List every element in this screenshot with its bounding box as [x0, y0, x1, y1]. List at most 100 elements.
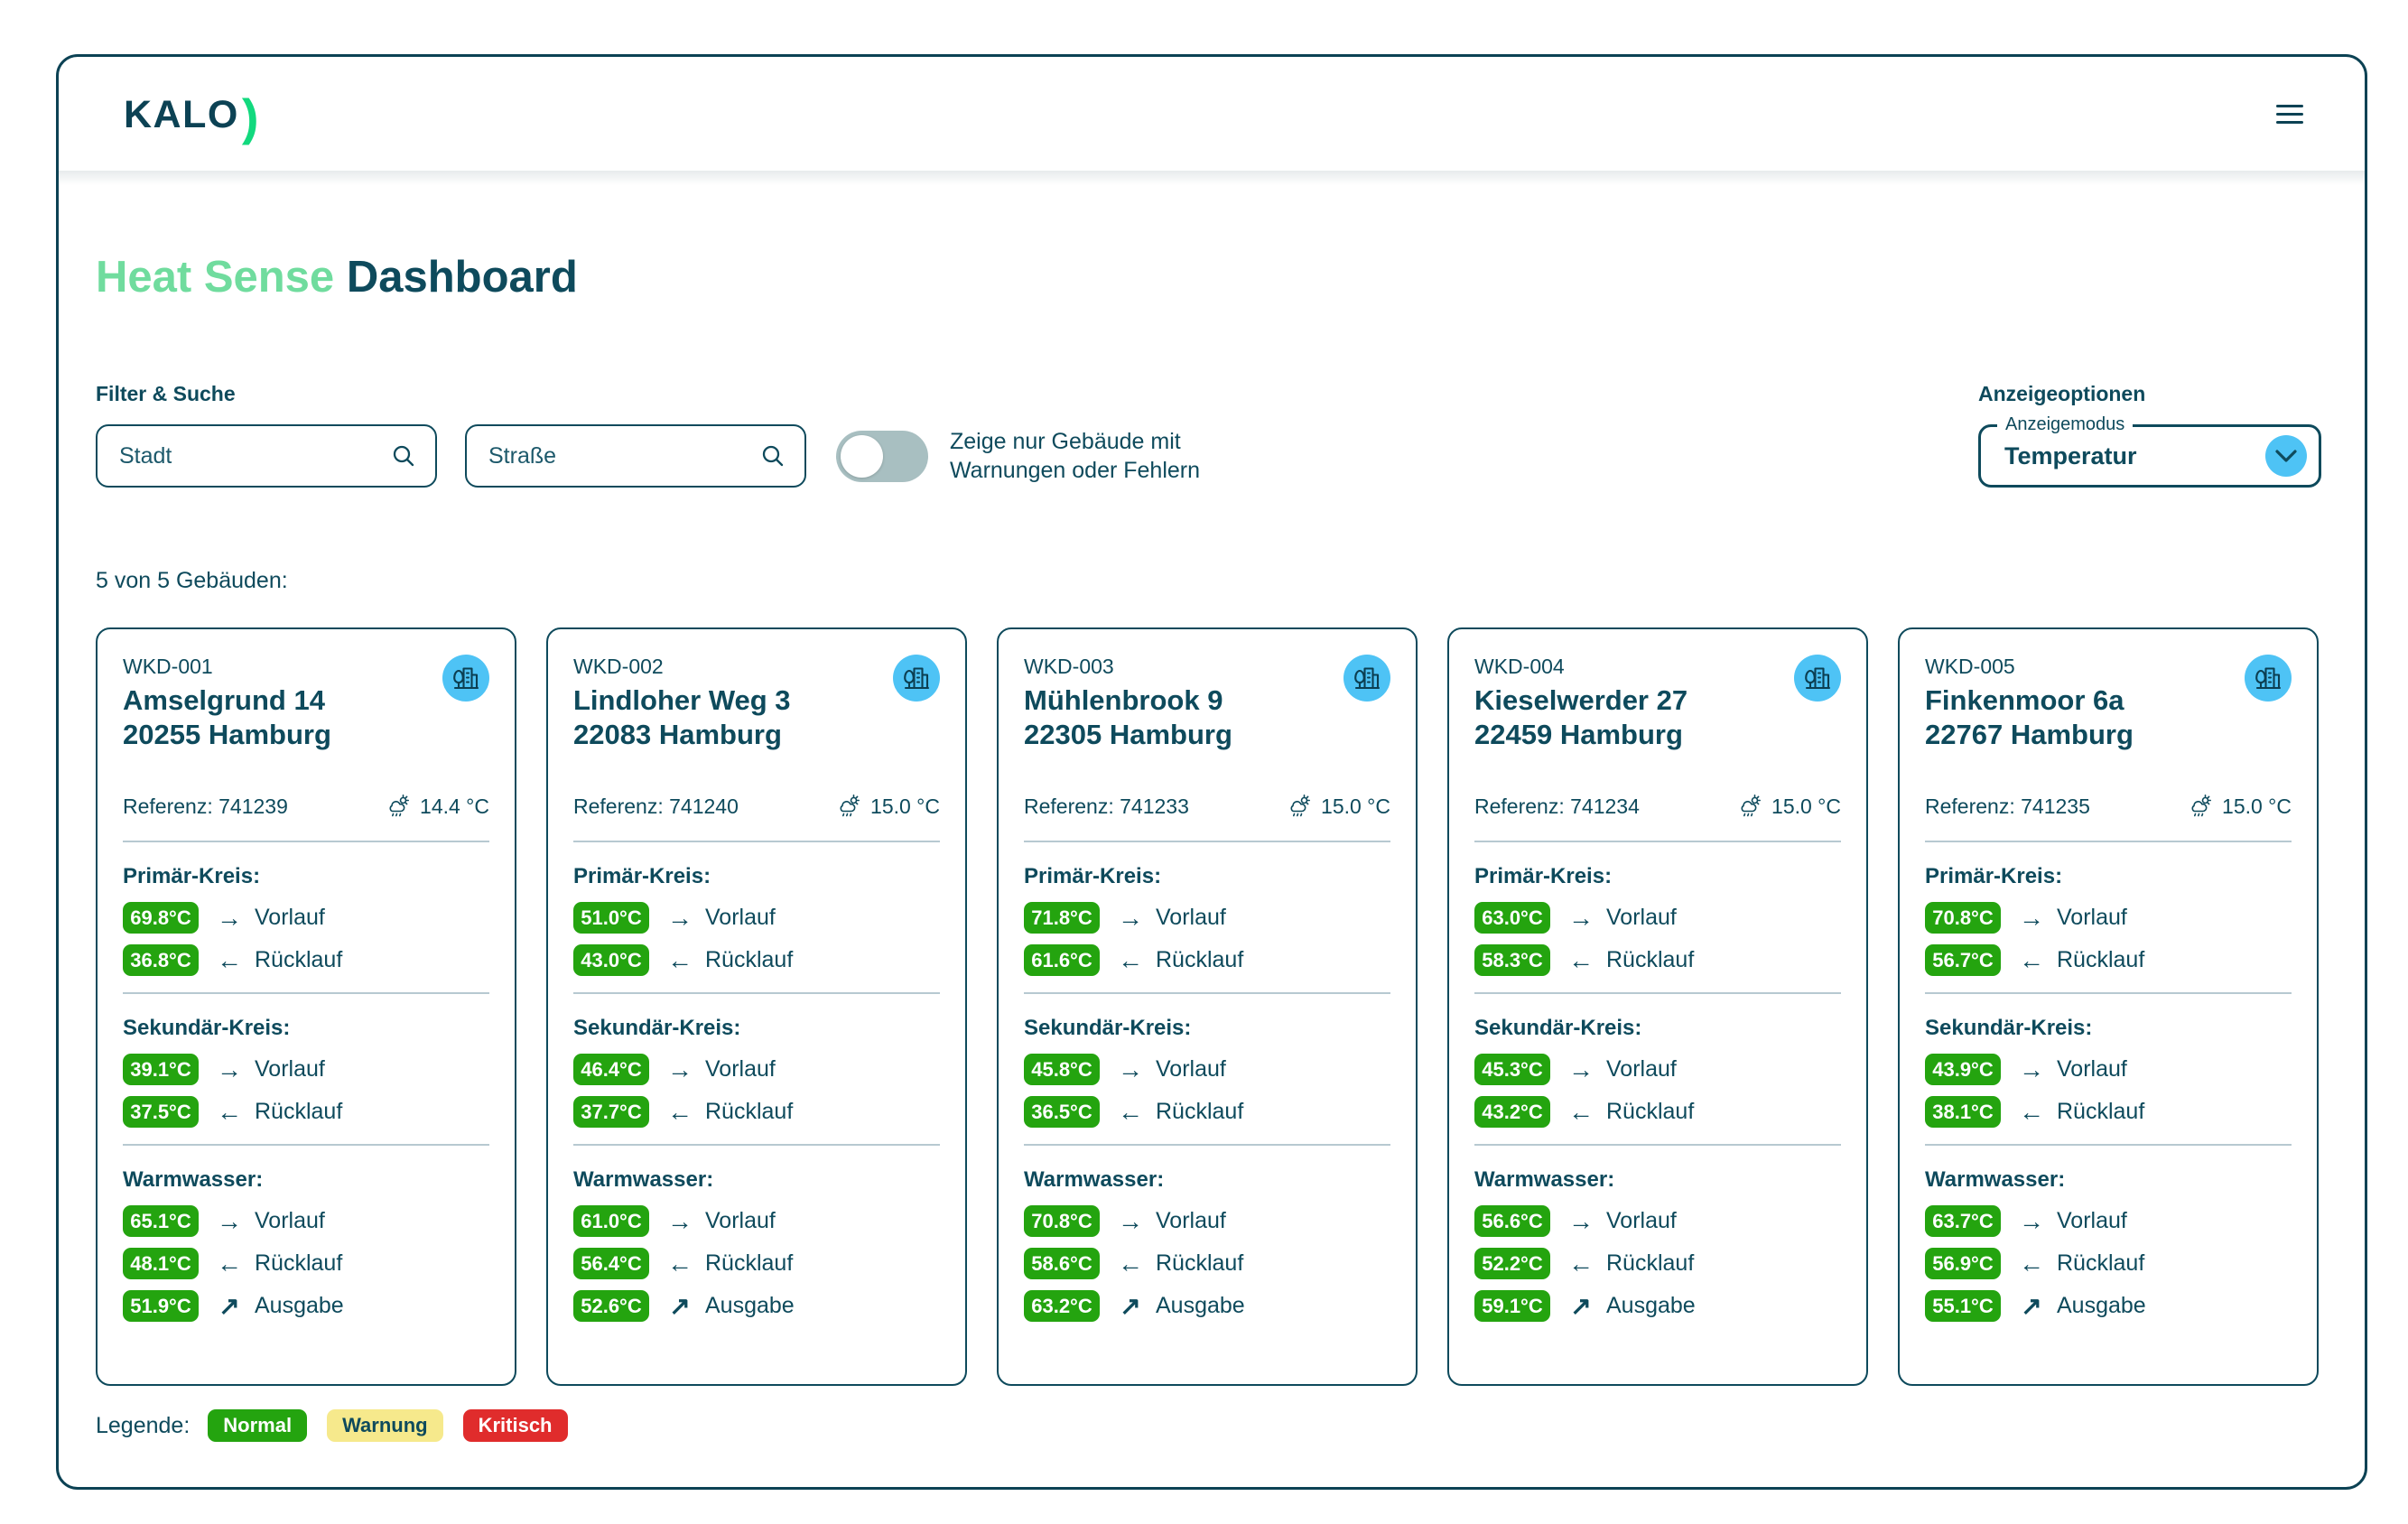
temperature-badge: 61.0°C [573, 1205, 649, 1237]
building-id: WKD-004 [1474, 655, 1565, 678]
flow-label: Rücklauf [705, 947, 794, 972]
temperature-row: 58.6°C ← Rücklauf [1024, 1248, 1390, 1279]
temperature-badge: 36.8°C [123, 944, 199, 976]
card-reference-row: Referenz: 741234 15.0 °C [1474, 794, 1841, 819]
card-header: WKD-001 Amselgrund 14 20255 Hamburg [123, 655, 489, 752]
weather-icon [2188, 794, 2213, 819]
building-street: Kieselwerder 27 [1474, 684, 1688, 716]
arrow-left-icon: ← [2019, 945, 2044, 974]
arrow-right-icon: → [217, 1055, 242, 1083]
menu-button[interactable] [2271, 99, 2309, 129]
section-divider [1024, 992, 1390, 994]
warnings-only-toggle[interactable] [836, 430, 928, 482]
building-street: Mühlenbrook 9 [1024, 684, 1223, 716]
display-mode-select[interactable]: Anzeigemodus Temperatur [1978, 414, 2321, 488]
filter-heading: Filter & Suche [96, 382, 236, 405]
flow-label: Rücklauf [2057, 1099, 2145, 1124]
flow-label: Ausgabe [1606, 1293, 1696, 1318]
card-header-text: WKD-001 Amselgrund 14 20255 Hamburg [123, 655, 331, 752]
temperature-badge: 56.4°C [573, 1248, 649, 1279]
flow-label: Vorlauf [1156, 905, 1226, 930]
card-header: WKD-004 Kieselwerder 27 22459 Hamburg [1474, 655, 1841, 752]
section-label: Warmwasser: [1474, 1167, 1615, 1192]
building-city: 22767 Hamburg [1925, 719, 2134, 750]
arrow-left-icon: ← [667, 1097, 693, 1126]
flow-label: Vorlauf [705, 1208, 776, 1233]
temperature-row: 69.8°C → Vorlauf [123, 902, 489, 934]
flow-label: Vorlauf [1156, 1056, 1226, 1082]
flow-label: Vorlauf [705, 905, 776, 930]
page-container: KALO ) Heat Sense Dashboard Filter & Suc… [56, 54, 2367, 1490]
card-header-text: WKD-002 Lindloher Weg 3 22083 Hamburg [573, 655, 791, 752]
arrow-up-right-icon: ↗ [1570, 1292, 1592, 1320]
card-header-text: WKD-004 Kieselwerder 27 22459 Hamburg [1474, 655, 1687, 752]
temperature-badge: 51.9°C [123, 1290, 199, 1322]
temperature-badge: 36.5°C [1024, 1096, 1100, 1128]
building-icon [2245, 655, 2292, 702]
building-reference: Referenz: 741233 [1024, 794, 1189, 818]
building-icon [1343, 655, 1390, 702]
building-city: 22459 Hamburg [1474, 719, 1683, 750]
section-label: Primär-Kreis: [123, 864, 261, 888]
building-city: 20255 Hamburg [123, 719, 331, 750]
section-label: Sekundär-Kreis: [1024, 1016, 1192, 1040]
title-rest: Dashboard [346, 253, 578, 302]
temperature-badge: 52.2°C [1474, 1248, 1550, 1279]
arrow-left-icon: ← [217, 1097, 242, 1126]
temperature-badge: 56.7°C [1925, 944, 2001, 976]
flow-label: Vorlauf [1606, 1056, 1677, 1082]
flow-label: Rücklauf [1606, 1099, 1695, 1124]
card-sections: Primär-Kreis: 70.8°C → Vorlauf 56.7°C ← Rückla… [1925, 864, 2292, 1322]
section-label: Primär-Kreis: [1925, 864, 2063, 888]
flow-label: Vorlauf [1606, 905, 1677, 930]
temperature-row: 51.0°C → Vorlauf [573, 902, 940, 934]
chevron-down-icon[interactable] [2265, 435, 2307, 477]
temperature-row: 36.5°C ← Rücklauf [1024, 1096, 1390, 1128]
section-label: Warmwasser: [573, 1167, 714, 1192]
temperature-row: 70.8°C → Vorlauf [1024, 1205, 1390, 1237]
temperature-row: 61.6°C ← Rücklauf [1024, 944, 1390, 976]
temperature-row: 43.2°C ← Rücklauf [1474, 1096, 1841, 1128]
section-divider [573, 992, 940, 994]
section-divider [1024, 1144, 1390, 1146]
building-street: Finkenmoor 6a [1925, 684, 2124, 716]
building-reference: Referenz: 741240 [573, 794, 739, 818]
section-divider [573, 1144, 940, 1146]
building-icon [1794, 655, 1841, 702]
card-sections: Primär-Kreis: 69.8°C → Vorlauf 36.8°C ← Rückla… [123, 864, 489, 1322]
card-divider [123, 841, 489, 842]
flow-label: Vorlauf [2057, 905, 2127, 930]
flow-label: Vorlauf [705, 1056, 776, 1082]
legend-badge: Normal [208, 1409, 308, 1442]
legend: Legende: Normal Warnung Kritisch [96, 1409, 2321, 1442]
arrow-right-icon: → [1118, 903, 1143, 932]
city-search-input[interactable] [98, 426, 435, 486]
temperature-badge: 61.6°C [1024, 944, 1100, 976]
temperature-badge: 43.0°C [573, 944, 649, 976]
arrow-right-icon: → [2019, 1206, 2044, 1235]
arrow-right-icon: → [667, 1055, 693, 1083]
temperature-badge: 45.3°C [1474, 1054, 1550, 1085]
section-label: Primär-Kreis: [573, 864, 711, 888]
temperature-badge: 55.1°C [1925, 1290, 2001, 1322]
temperature-row: 56.7°C ← Rücklauf [1925, 944, 2292, 976]
arrow-left-icon: ← [2019, 1097, 2044, 1126]
arrow-right-icon: → [1568, 903, 1594, 932]
section-label: Sekundär-Kreis: [123, 1016, 291, 1040]
arrow-left-icon: ← [1118, 1249, 1143, 1278]
temperature-badge: 58.6°C [1024, 1248, 1100, 1279]
select-field-label: Anzeigemodus [1997, 414, 2134, 435]
temperature-badge: 43.9°C [1925, 1054, 2001, 1085]
cards-row: WKD-001 Amselgrund 14 20255 Hamburg Refe… [96, 627, 2321, 1386]
street-search-input[interactable] [467, 426, 804, 486]
header-divider [59, 171, 2365, 185]
results-count: 5 von 5 Gebäuden: [96, 568, 288, 593]
search-icon [390, 442, 417, 469]
temperature-row: 63.7°C → Vorlauf [1925, 1205, 2292, 1237]
temperature-row: 51.9°C ↗ Ausgabe [123, 1290, 489, 1322]
card-reference-row: Referenz: 741239 14.4 °C [123, 794, 489, 819]
temperature-row: 59.1°C ↗ Ausgabe [1474, 1290, 1841, 1322]
card-reference-row: Referenz: 741235 15.0 °C [1925, 794, 2292, 819]
flow-label: Rücklauf [1606, 947, 1695, 972]
temperature-row: 45.8°C → Vorlauf [1024, 1054, 1390, 1085]
